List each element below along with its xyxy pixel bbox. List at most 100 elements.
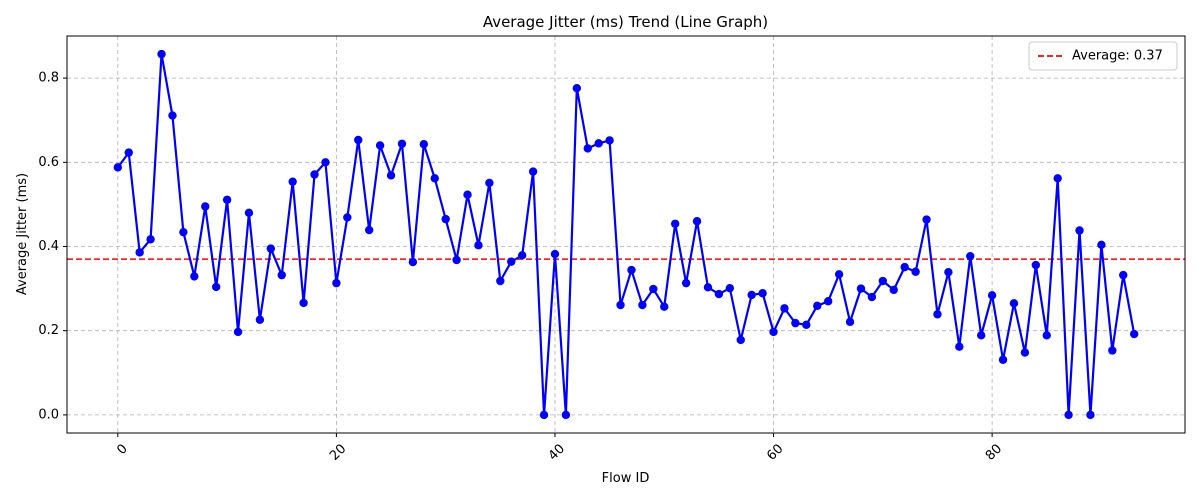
data-point <box>900 262 909 272</box>
data-point <box>987 291 997 300</box>
y-axis-ticks: 0.0 0.2 0.4 0.6 0.8 <box>38 71 67 422</box>
chart-title: Average Jitter (ms) Trend (Line Graph) <box>483 13 768 31</box>
data-point <box>507 257 516 266</box>
data-point <box>277 270 286 280</box>
data-point <box>714 289 724 299</box>
data-point <box>703 283 713 292</box>
data-point <box>539 410 549 420</box>
data-point <box>222 195 232 204</box>
data-point <box>528 167 538 176</box>
data-point <box>1119 270 1128 280</box>
data-point <box>354 135 363 145</box>
data-point <box>616 300 625 310</box>
data-point <box>135 248 144 257</box>
data-point <box>933 310 942 319</box>
data-point <box>922 215 931 224</box>
data-point <box>780 304 789 313</box>
data-point <box>834 270 844 279</box>
data-point <box>1108 346 1117 355</box>
x-tick-label: 20 <box>327 441 349 463</box>
data-point <box>955 342 964 351</box>
data-point <box>758 289 767 298</box>
data-point <box>517 251 527 260</box>
x-tick-label: 40 <box>546 441 568 463</box>
data-point <box>179 227 188 237</box>
data-point <box>550 249 560 259</box>
data-point <box>386 171 396 180</box>
data-point <box>1086 410 1095 420</box>
data-point <box>944 267 953 277</box>
data-point <box>244 208 254 218</box>
data-point <box>736 335 745 345</box>
data-point <box>397 139 407 148</box>
data-point <box>485 178 494 188</box>
data-point <box>332 278 341 288</box>
x-tick-label: 60 <box>764 441 786 463</box>
data-point <box>266 244 276 253</box>
data-point <box>168 111 177 120</box>
data-point <box>201 202 210 211</box>
series-line <box>116 52 1136 416</box>
data-point <box>649 284 658 294</box>
y-tick-label: 0.6 <box>38 155 59 170</box>
data-point <box>375 141 385 150</box>
data-point <box>813 301 822 311</box>
data-point <box>583 144 592 153</box>
data-point <box>791 318 800 328</box>
data-point <box>1009 299 1019 308</box>
y-tick-label: 0.0 <box>38 407 59 422</box>
data-point <box>769 327 778 337</box>
data-point <box>889 285 898 295</box>
data-point <box>856 284 866 293</box>
data-point <box>430 174 439 183</box>
legend-box <box>1028 41 1178 71</box>
data-point <box>681 278 691 288</box>
data-point <box>998 355 1008 364</box>
data-point <box>146 235 155 244</box>
data-point <box>1042 331 1051 340</box>
data-point <box>211 282 221 292</box>
data-point <box>823 297 833 306</box>
data-point <box>725 283 735 293</box>
data-point <box>594 139 603 148</box>
data-point <box>299 298 308 308</box>
data-point <box>463 190 472 199</box>
data-point <box>605 136 614 145</box>
data-point <box>1020 348 1030 357</box>
y-tick-label: 0.8 <box>38 71 59 86</box>
data-point <box>452 255 461 265</box>
y-tick-label: 0.4 <box>38 239 59 254</box>
data-point <box>343 213 352 222</box>
data-point <box>255 315 265 324</box>
y-tick-label: 0.2 <box>38 323 59 338</box>
x-tick-label: 0 <box>114 441 130 457</box>
x-axis-label: Flow ID <box>602 471 650 486</box>
data-point <box>660 302 669 311</box>
data-point <box>1053 174 1062 183</box>
data-point <box>572 84 582 93</box>
data-point <box>867 292 877 302</box>
data-point <box>288 177 297 186</box>
data-point <box>670 219 680 228</box>
plot-frame <box>66 35 1186 434</box>
data-point <box>878 276 888 286</box>
data-point <box>976 331 986 340</box>
data-point <box>190 272 199 281</box>
data-point <box>1129 329 1139 339</box>
x-axis-ticks: 0 20 40 60 80 <box>114 433 1005 464</box>
data-point <box>157 49 166 59</box>
data-point <box>627 265 636 275</box>
data-point <box>441 214 450 224</box>
data-point <box>364 225 374 235</box>
data-point <box>124 148 133 157</box>
data-point <box>966 251 975 261</box>
grid <box>67 36 1185 433</box>
data-point <box>310 170 319 179</box>
series-layer <box>113 49 1139 420</box>
data-point <box>1097 240 1106 250</box>
legend: Average: 0.37 <box>1028 41 1178 71</box>
data-point <box>113 163 123 172</box>
data-point <box>1064 410 1073 420</box>
legend-label: Average: 0.37 <box>1072 49 1163 64</box>
